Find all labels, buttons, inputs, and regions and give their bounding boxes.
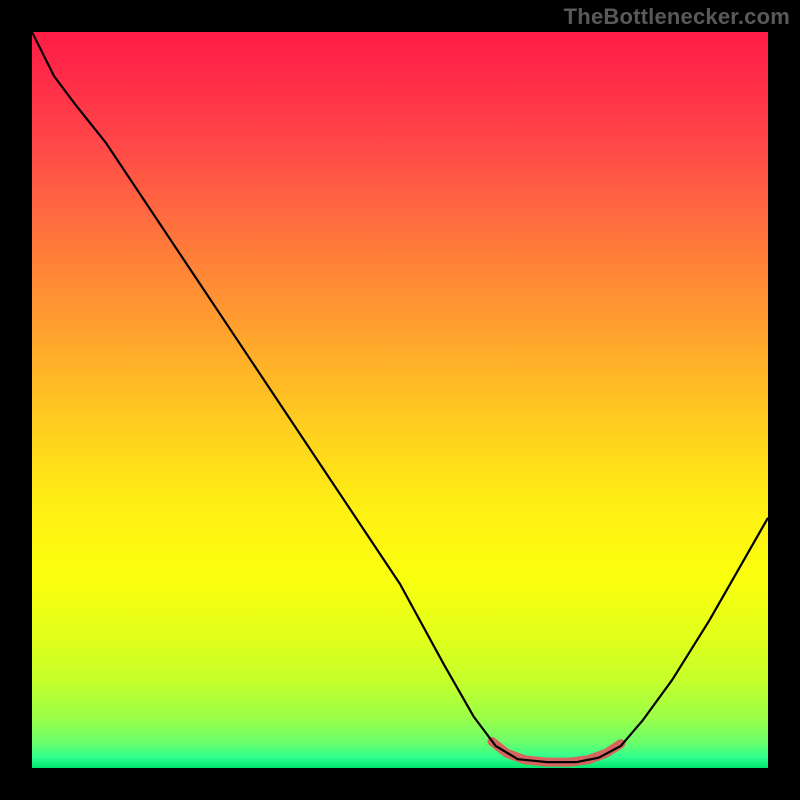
watermark-text: TheBottlenecker.com (564, 4, 790, 30)
gradient-background (32, 32, 768, 768)
plot-area (32, 32, 768, 768)
chart-frame: TheBottlenecker.com (0, 0, 800, 800)
chart-svg (32, 32, 768, 768)
